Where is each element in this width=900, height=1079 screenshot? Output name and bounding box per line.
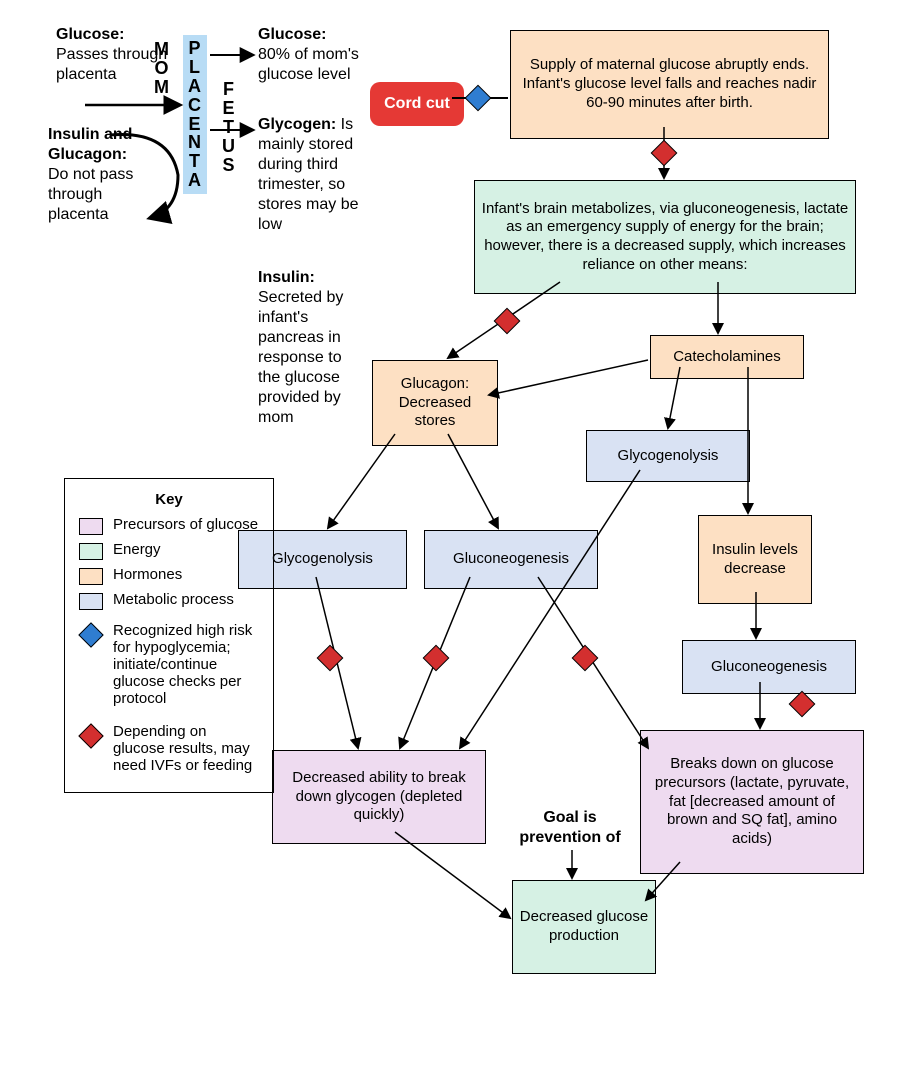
glucose80-text: Glucose: 80% of mom's glucose level [258, 25, 360, 85]
key-title: Key [79, 491, 259, 508]
node-dec-glucose: Decreased glucose production [512, 880, 656, 974]
blue-diamond-cordcut [465, 85, 490, 110]
insulin-text: Insulin:Secreted by infant's pancreas in… [258, 268, 368, 428]
mom-col: MOM [152, 40, 172, 97]
glucose-mom-bold: Glucose: [56, 26, 124, 43]
red-diamond-gluL-r [572, 645, 597, 670]
node-catecholamines: Catecholamines [650, 335, 804, 379]
insulin-rest: Secreted by infant's pancreas in respons… [258, 289, 343, 426]
node-insulin-decrease: Insulin levels decrease [698, 515, 812, 604]
node-gly-right: Glycogenolysis [586, 430, 750, 482]
key-sw-hormone [79, 568, 103, 585]
glycogen-bold: Glycogen: [258, 116, 336, 133]
glycogen-rest: Is mainly stored during third trimester,… [258, 116, 358, 233]
key-hormone: Hormones [113, 566, 259, 583]
key-blue-diamond [78, 622, 103, 647]
red-diamond-gluR [789, 691, 814, 716]
glucose80-bold: Glucose: [258, 26, 326, 43]
key-blue: Recognized high risk for hypoglycemia; i… [113, 622, 259, 707]
red-diamond-glyL [317, 645, 342, 670]
key-energy: Energy [113, 541, 259, 558]
key-metabolic: Metabolic process [113, 591, 259, 608]
node-glu-right: Gluconeogenesis [682, 640, 856, 694]
goal-label: Goal is prevention of [510, 808, 630, 848]
node-brain: Infant's brain metabolizes, via gluconeo… [474, 180, 856, 294]
red-diamond-supply-brain [651, 140, 676, 165]
node-glu-left: Gluconeogenesis [424, 530, 598, 589]
key-sw-metabolic [79, 593, 103, 610]
red-diamond-brain-glucagon [494, 308, 519, 333]
node-glucagon: Glucagon: Decreased stores [372, 360, 498, 446]
node-dec-glycogen: Decreased ability to break down glycogen… [272, 750, 486, 844]
insulin-glucagon-bold: Insulin and Glucagon: [48, 125, 163, 165]
key-sw-energy [79, 543, 103, 560]
glucose80-rest: 80% of mom's glucose level [258, 46, 359, 83]
cordcut-badge: Cord cut [370, 82, 464, 126]
key-sw-precursor [79, 518, 103, 535]
node-supply: Supply of maternal glucose abruptly ends… [510, 30, 829, 139]
key-box: Key Precursors of glucose Energy Hormone… [64, 478, 274, 793]
insulin-glucagon-rest: Do not pass through placenta [48, 166, 133, 223]
red-diamond-gluL-l [423, 645, 448, 670]
insulin-glucagon-text: Insulin and Glucagon:Do not pass through… [48, 125, 163, 225]
placenta-col: PLACENTA [183, 35, 207, 194]
fetus-col: FETUS [219, 80, 239, 174]
insulin-bold: Insulin: [258, 268, 368, 288]
key-red-diamond [78, 723, 103, 748]
glycogen-text: Glycogen: Is mainly stored during third … [258, 115, 368, 235]
glucose-mom-rest: Passes through placenta [56, 46, 167, 83]
key-red: Depending on glucose results, may need I… [113, 723, 259, 774]
key-precursor: Precursors of glucose [113, 516, 259, 533]
node-breaks: Breaks down on glucose precursors (lacta… [640, 730, 864, 874]
